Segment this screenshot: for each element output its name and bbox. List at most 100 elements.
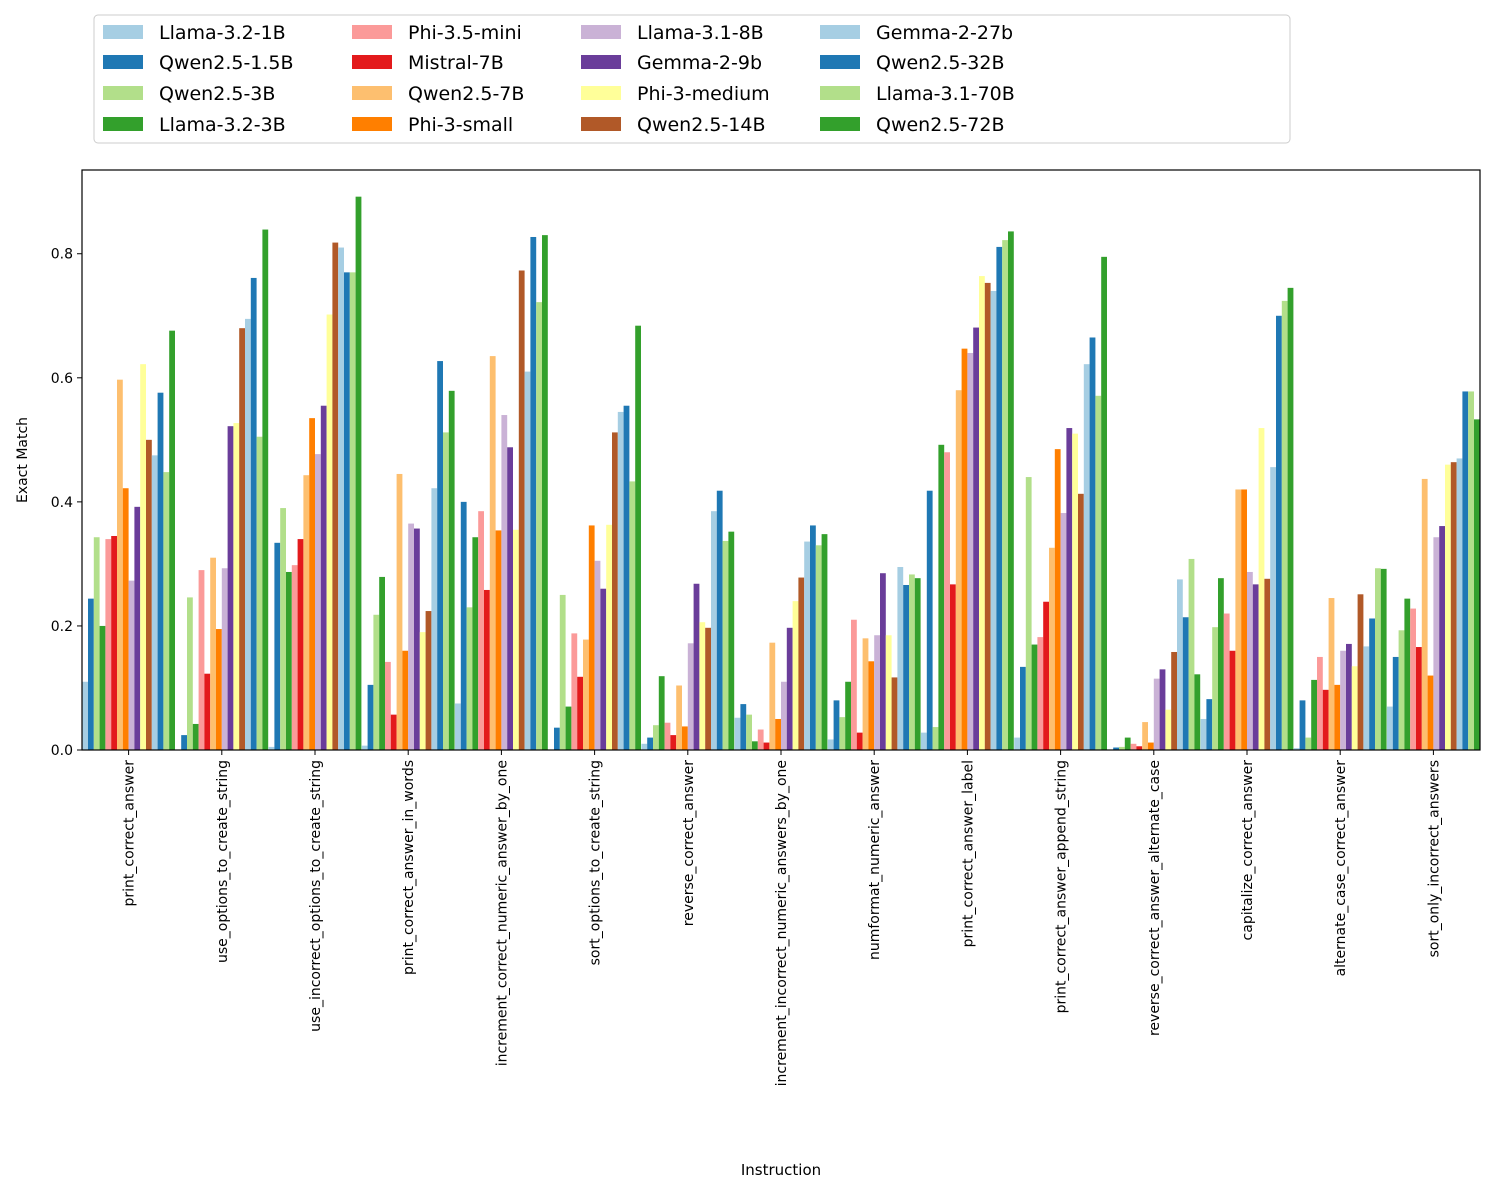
- bar-Llama-3.1-70B-reverse_correct_answer_alternate_case: [1188, 558, 1195, 750]
- bar-Llama-3.1-70B-numformat_numeric_answer: [909, 574, 915, 750]
- bar-Qwen2.5-3B-capitalize_correct_answer: [1212, 627, 1218, 750]
- legend-swatch: [103, 55, 143, 69]
- bar-Gemma-2-27b-use_incorrect_options_to_create_string: [338, 247, 344, 751]
- y-axis: 0.0 0.2 0.4 0.6 0.8: [51, 247, 82, 759]
- x-tick-label: increment_incorrect_numeric_answers_by_o…: [774, 760, 790, 1086]
- legend-swatch: [581, 117, 621, 131]
- bar-Qwen2.5-7B-reverse_correct_answer_alternate_case: [1142, 722, 1148, 750]
- bar-Phi-3-medium-reverse_correct_answer: [699, 622, 706, 750]
- bar-Phi-3-medium-alternate_case_correct_answer: [1351, 666, 1358, 750]
- bar-Llama-3.1-8B-increment_correct_numeric_answer_by_one: [501, 415, 508, 750]
- bar-Llama-3.2-1B-sort_only_incorrect_answers: [1387, 706, 1393, 750]
- bar-Qwen2.5-72B-sort_options_to_create_string: [635, 325, 641, 750]
- bar-Llama-3.1-8B-sort_options_to_create_string: [594, 560, 601, 750]
- bar-Qwen2.5-7B-sort_options_to_create_string: [583, 639, 589, 750]
- bar-Llama-3.1-70B-sort_options_to_create_string: [629, 481, 636, 750]
- bar-Qwen2.5-3B-print_correct_answer_in_words: [373, 614, 380, 750]
- bar-Llama-3.2-3B-print_correct_answer_in_words: [379, 576, 385, 750]
- bar-Mistral-7B-sort_options_to_create_string: [577, 676, 583, 750]
- bar-Qwen2.5-1.5B-increment_correct_numeric_answer_by_one: [460, 501, 467, 750]
- bar-Qwen2.5-32B-reverse_correct_answer: [716, 490, 723, 750]
- bar-Gemma-2-27b-increment_correct_numeric_answer_by_one: [524, 371, 531, 750]
- bar-Llama-3.1-70B-use_incorrect_options_to_create_string: [349, 272, 356, 750]
- bar-Qwen2.5-14B-capitalize_correct_answer: [1264, 578, 1271, 750]
- bar-Llama-3.1-70B-capitalize_correct_answer: [1281, 300, 1288, 750]
- legend-label: Phi-3-small: [408, 114, 513, 136]
- bar-Qwen2.5-32B-numformat_numeric_answer: [903, 584, 909, 750]
- bar-Gemma-2-9b-print_correct_answer_label: [973, 327, 979, 750]
- bar-Phi-3-medium-reverse_correct_answer_alternate_case: [1165, 709, 1172, 750]
- bar-Phi-3-small-print_correct_answer_in_words: [402, 650, 409, 750]
- bar-Llama-3.1-70B-reverse_correct_answer: [722, 540, 729, 750]
- bar-Phi-3-small-sort_only_incorrect_answers: [1427, 675, 1434, 750]
- bar-Phi-3-small-print_correct_answer_label: [961, 348, 968, 750]
- bar-Llama-3.2-1B-increment_correct_numeric_answer_by_one: [455, 703, 461, 750]
- bar-Gemma-2-27b-alternate_case_correct_answer: [1363, 646, 1370, 750]
- bar-Qwen2.5-72B-use_incorrect_options_to_create_string: [355, 196, 362, 751]
- bar-Qwen2.5-7B-use_options_to_create_string: [210, 557, 216, 750]
- bar-Qwen2.5-1.5B-reverse_correct_answer: [647, 737, 653, 750]
- bar-Phi-3.5-mini-sort_options_to_create_string: [571, 633, 578, 750]
- bar-Qwen2.5-14B-print_correct_answer_in_words: [425, 611, 432, 750]
- legend-swatch: [820, 25, 860, 39]
- bar-Qwen2.5-14B-increment_correct_numeric_answer_by_one: [518, 270, 525, 750]
- bar-Phi-3-small-print_correct_answer: [122, 488, 129, 750]
- legend-label: Qwen2.5-32B: [876, 52, 1005, 74]
- bar-Llama-3.2-3B-reverse_correct_answer: [658, 676, 665, 750]
- bar-Phi-3.5-mini-alternate_case_correct_answer: [1317, 656, 1323, 750]
- bar-Qwen2.5-7B-reverse_correct_answer: [676, 685, 682, 750]
- bar-Gemma-2-9b-increment_correct_numeric_answer_by_one: [507, 447, 513, 750]
- bar-Qwen2.5-72B-print_correct_answer: [169, 330, 175, 750]
- bar-Phi-3.5-mini-reverse_correct_answer: [664, 722, 671, 750]
- bar-Qwen2.5-32B-print_correct_answer_label: [996, 246, 1003, 751]
- bar-Llama-3.2-1B-print_correct_answer_label: [921, 732, 927, 750]
- bar-Llama-3.2-1B-capitalize_correct_answer: [1200, 718, 1207, 750]
- bar-Qwen2.5-32B-increment_correct_numeric_answer_by_one: [530, 236, 537, 751]
- bar-Phi-3.5-mini-numformat_numeric_answer: [851, 619, 857, 750]
- bar-Phi-3.5-mini-print_correct_answer_in_words: [385, 661, 391, 750]
- bar-Qwen2.5-1.5B-use_incorrect_options_to_create_string: [274, 542, 281, 750]
- bar-Phi-3.5-mini-print_correct_answer_label: [944, 452, 950, 750]
- bar-Phi-3.5-mini-print_correct_answer: [105, 539, 112, 750]
- legend: Llama-3.2-1B Qwen2.5-1.5B Qwen2.5-3B Llama-…: [93, 14, 1291, 144]
- bar-Llama-3.2-1B-increment_incorrect_numeric_answers_by_one: [734, 717, 741, 750]
- bar-Gemma-2-9b-sort_options_to_create_string: [600, 588, 607, 750]
- bar-Gemma-2-27b-use_options_to_create_string: [245, 318, 251, 750]
- bar-Qwen2.5-1.5B-print_correct_answer: [88, 598, 94, 750]
- bar-Qwen2.5-72B-increment_correct_numeric_answer_by_one: [542, 235, 548, 750]
- bar-Llama-3.1-70B-increment_incorrect_numeric_answers_by_one: [815, 545, 822, 750]
- bar-Llama-3.1-8B-print_correct_answer_label: [967, 352, 974, 750]
- bar-Llama-3.1-8B-print_correct_answer_append_string: [1060, 513, 1067, 750]
- bar-Qwen2.5-3B-sort_options_to_create_string: [559, 594, 566, 750]
- bar-Qwen2.5-32B-alternate_case_correct_answer: [1369, 618, 1375, 750]
- legend-label: Qwen2.5-72B: [876, 114, 1005, 136]
- bar-Qwen2.5-72B-sort_only_incorrect_answers: [1474, 419, 1480, 750]
- bar-Llama-3.2-3B-print_correct_answer_label: [938, 444, 945, 750]
- bar-Llama-3.2-1B-use_incorrect_options_to_create_string: [268, 746, 275, 750]
- bar-Qwen2.5-1.5B-numformat_numeric_answer: [833, 700, 840, 750]
- bar-Gemma-2-27b-numformat_numeric_answer: [897, 567, 904, 750]
- bar-Qwen2.5-3B-reverse_correct_answer: [653, 725, 659, 750]
- bar-Phi-3-small-alternate_case_correct_answer: [1334, 684, 1341, 750]
- bar-Mistral-7B-increment_incorrect_numeric_answers_by_one: [763, 742, 770, 750]
- legend-label: Llama-3.1-8B: [637, 22, 764, 44]
- bar-Qwen2.5-3B-use_options_to_create_string: [187, 597, 193, 750]
- x-tick-label: increment_correct_numeric_answer_by_one: [494, 760, 510, 1066]
- bar-Llama-3.2-3B-use_options_to_create_string: [192, 723, 199, 750]
- bar-Qwen2.5-7B-increment_incorrect_numeric_answers_by_one: [769, 642, 776, 750]
- bar-Gemma-2-27b-sort_only_incorrect_answers: [1456, 458, 1463, 750]
- bar-Mistral-7B-use_incorrect_options_to_create_string: [297, 539, 304, 750]
- bar-Qwen2.5-1.5B-increment_incorrect_numeric_answers_by_one: [740, 704, 747, 750]
- bar-Gemma-2-9b-use_options_to_create_string: [227, 426, 234, 750]
- bar-Qwen2.5-7B-increment_correct_numeric_answer_by_one: [489, 356, 496, 750]
- bar-Phi-3-medium-print_correct_answer_in_words: [419, 632, 426, 750]
- bar-Phi-3-small-use_options_to_create_string: [216, 629, 222, 750]
- bar-Llama-3.2-3B-sort_only_incorrect_answers: [1404, 598, 1411, 750]
- bar-Gemma-2-9b-use_incorrect_options_to_create_string: [320, 405, 327, 750]
- x-tick-label: reverse_correct_answer: [681, 760, 697, 926]
- bar-Llama-3.1-70B-print_correct_answer: [163, 472, 170, 750]
- x-tick-label: reverse_correct_answer_alternate_case: [1147, 760, 1163, 1036]
- bar-Phi-3-small-sort_options_to_create_string: [588, 525, 595, 750]
- bar-Phi-3-medium-print_correct_answer_append_string: [1072, 433, 1078, 750]
